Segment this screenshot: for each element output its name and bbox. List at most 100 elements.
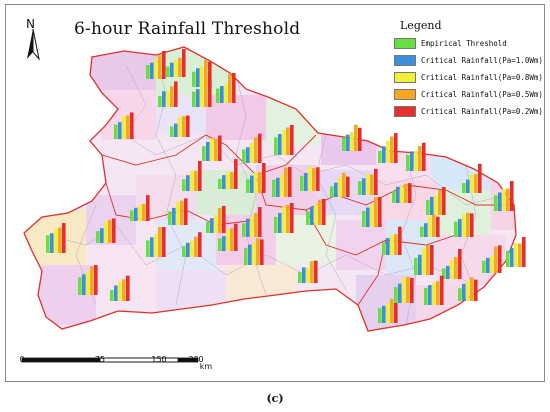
county-bar-group bbox=[146, 227, 166, 257]
county-bar-group bbox=[378, 293, 398, 323]
rainfall-bar bbox=[228, 74, 232, 103]
rainfall-bar bbox=[260, 239, 264, 265]
rainfall-bar bbox=[90, 266, 94, 295]
rainfall-bar bbox=[146, 240, 150, 257]
rainfall-bar bbox=[434, 195, 438, 215]
rainfall-bar bbox=[206, 222, 210, 233]
rainfall-bar bbox=[386, 238, 390, 255]
county-bar-group bbox=[414, 245, 434, 275]
rainfall-bar bbox=[398, 283, 402, 303]
county-bar-group bbox=[192, 59, 212, 87]
rainfall-bar bbox=[86, 271, 90, 295]
rainfall-bar bbox=[248, 244, 252, 265]
legend-item-pa-1-0: Critical Rainfall(Pa=1.0Wm) bbox=[394, 53, 544, 68]
rainfall-bar bbox=[466, 212, 470, 237]
rainfall-bar bbox=[150, 62, 154, 79]
rainfall-bar bbox=[186, 175, 190, 191]
rainfall-bar bbox=[162, 227, 166, 257]
rainfall-bar bbox=[280, 174, 284, 197]
county-bar-group bbox=[342, 124, 362, 151]
rainfall-bar bbox=[470, 213, 474, 237]
rainfall-bar bbox=[316, 167, 320, 191]
rainfall-bar bbox=[100, 228, 104, 243]
legend: Legend Empirical Threshold Critical Rain… bbox=[394, 19, 544, 121]
legend-title: Legend bbox=[400, 19, 442, 32]
rainfall-bar bbox=[242, 149, 246, 163]
rainfall-bar bbox=[206, 141, 210, 161]
rainfall-bar bbox=[426, 200, 430, 215]
county-bar-group bbox=[242, 133, 262, 163]
county-bar-group bbox=[274, 203, 294, 233]
county-bar-group bbox=[458, 277, 478, 301]
rainfall-bar bbox=[510, 181, 514, 211]
rainfall-bar bbox=[246, 218, 250, 237]
rainfall-bar bbox=[246, 179, 250, 193]
province-boundary bbox=[23, 46, 517, 332]
rainfall-bar bbox=[208, 61, 212, 87]
rainfall-bar bbox=[210, 138, 214, 161]
county-bar-group bbox=[182, 232, 202, 257]
county-bar-group bbox=[454, 212, 474, 237]
rainfall-bar bbox=[482, 260, 486, 273]
rainfall-bar bbox=[190, 170, 194, 191]
legend-item-pa-0-8: Critical Rainfall(Pa=0.8Wm) bbox=[394, 70, 544, 85]
rainfall-bar bbox=[466, 179, 470, 193]
scale-unit: km bbox=[199, 362, 213, 371]
rainfall-bar bbox=[226, 172, 230, 189]
rainfall-bar bbox=[408, 183, 412, 203]
rainfall-bar bbox=[318, 199, 322, 225]
rainfall-bar bbox=[256, 238, 260, 265]
rainfall-bar bbox=[502, 189, 506, 211]
rainfall-bar bbox=[358, 181, 362, 195]
rainfall-bar bbox=[494, 195, 498, 211]
rainfall-bar bbox=[362, 210, 366, 227]
rainfall-bar bbox=[184, 198, 188, 225]
rainfall-bar bbox=[198, 232, 202, 257]
rainfall-bar bbox=[180, 200, 184, 225]
rainfall-bar bbox=[386, 141, 390, 163]
rainfall-bar bbox=[454, 221, 458, 237]
county-bar-group bbox=[300, 166, 320, 191]
rainfall-bar bbox=[230, 172, 234, 189]
rainfall-bar bbox=[478, 163, 482, 193]
rainfall-bar bbox=[232, 73, 236, 103]
rainfall-bar bbox=[312, 168, 316, 191]
rainfall-bar bbox=[118, 122, 122, 139]
scale-label-0: 0 bbox=[19, 355, 25, 364]
rainfall-bar bbox=[230, 228, 234, 251]
legend-label: Empirical Threshold bbox=[421, 39, 507, 48]
rainfall-bar bbox=[406, 276, 410, 303]
rainfall-bar bbox=[158, 96, 162, 107]
county-bar-group bbox=[424, 275, 444, 305]
county-bar-group bbox=[244, 238, 264, 265]
rainfall-bar bbox=[192, 71, 196, 87]
rainfall-bar bbox=[174, 81, 178, 107]
county-bar-group bbox=[202, 135, 222, 161]
rainfall-bar bbox=[386, 303, 390, 323]
rainfall-bar bbox=[162, 91, 166, 107]
county-bar-group bbox=[406, 142, 426, 171]
rainfall-bar bbox=[390, 136, 394, 163]
rainfall-bar bbox=[216, 88, 220, 103]
rainfall-bar bbox=[244, 247, 248, 265]
rainfall-bar bbox=[310, 206, 314, 225]
rainfall-bar bbox=[300, 175, 304, 191]
county-bar-group bbox=[206, 205, 226, 233]
scale-label-75: 75 bbox=[94, 355, 106, 364]
rainfall-bar bbox=[438, 189, 442, 215]
county-bar-group bbox=[78, 265, 98, 295]
rainfall-bar bbox=[514, 243, 518, 267]
county-bar-group bbox=[392, 183, 412, 203]
legend-label: Critical Rainfall(Pa=1.0Wm) bbox=[421, 56, 543, 65]
rainfall-bar bbox=[234, 223, 238, 251]
rainfall-bar bbox=[462, 283, 466, 301]
rainfall-bar bbox=[462, 182, 466, 193]
rainfall-bar bbox=[218, 207, 222, 233]
rainfall-bar bbox=[470, 174, 474, 193]
rainfall-bar bbox=[178, 117, 182, 137]
rainfall-bar bbox=[176, 202, 180, 225]
rainfall-bar bbox=[338, 177, 342, 197]
rainfall-bar bbox=[186, 115, 190, 137]
rainfall-bar bbox=[506, 188, 510, 211]
rainfall-bar bbox=[378, 197, 382, 227]
